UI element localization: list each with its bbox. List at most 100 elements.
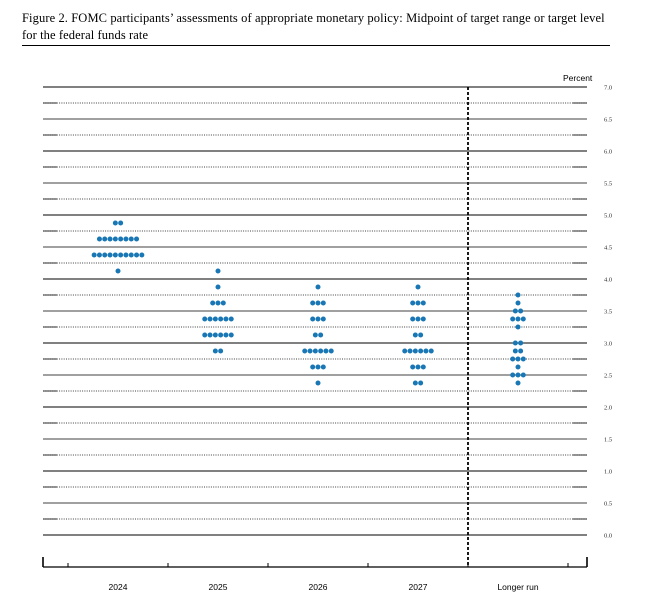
projection-dot [223, 316, 229, 322]
projection-dot [128, 236, 134, 242]
projection-dot [515, 356, 521, 362]
projection-dot [310, 364, 316, 370]
projection-dot [323, 348, 329, 354]
projection-dot [312, 332, 318, 338]
y-tick-label: 0.0 [604, 533, 612, 540]
figure-title: Figure 2. FOMC participants’ assessments… [22, 11, 605, 42]
projection-dot [218, 316, 224, 322]
projection-dot [520, 356, 526, 362]
projection-dot [518, 340, 524, 346]
x-tick-label: 2026 [309, 582, 328, 592]
projection-dot [518, 308, 524, 314]
projection-dot [518, 348, 524, 354]
tick-labels: 0.0 0.5 1.0 1.5 2.0 2.5 3.0 3.5 4.0 4.5 5.0 5.5 6.0 6… [109, 85, 613, 593]
projection-dot [320, 300, 326, 306]
projection-dot [215, 300, 221, 306]
projection-dot [215, 284, 221, 290]
projection-dot [220, 300, 226, 306]
projection-dot [310, 300, 316, 306]
projection-dot [312, 348, 318, 354]
projection-dot [123, 236, 129, 242]
projection-dot [212, 332, 218, 338]
projection-dot [118, 236, 124, 242]
projection-dot [228, 316, 234, 322]
projection-dot [102, 252, 108, 258]
dots [91, 220, 526, 386]
projection-dot [302, 348, 308, 354]
projection-dot [139, 252, 145, 258]
projection-dot [207, 332, 213, 338]
projection-dot [420, 364, 426, 370]
projection-dot [210, 300, 216, 306]
projection-dot [512, 308, 518, 314]
projection-dot [410, 316, 416, 322]
projection-dot [420, 300, 426, 306]
projection-dot [310, 316, 316, 322]
x-tick-label: Longer run [497, 582, 538, 592]
projection-dot [218, 332, 224, 338]
projection-dot [102, 236, 108, 242]
projection-dot [202, 316, 208, 322]
x-axis [42, 557, 588, 568]
projection-dot [410, 364, 416, 370]
projection-dot [134, 252, 140, 258]
projection-dot [415, 284, 421, 290]
projection-dot [407, 348, 413, 354]
projection-dot [515, 316, 521, 322]
projection-dot [515, 372, 521, 378]
y-tick-label: 2.0 [604, 405, 612, 412]
projection-dot [423, 348, 429, 354]
projection-dot [315, 284, 321, 290]
x-tick-label: 2027 [409, 582, 428, 592]
projection-dot [418, 348, 424, 354]
projection-dot [91, 252, 97, 258]
projection-dot [515, 324, 521, 330]
projection-dot [510, 372, 516, 378]
projection-dot [107, 236, 113, 242]
projection-dot [415, 364, 421, 370]
projection-dot [412, 380, 418, 386]
projection-dot [112, 236, 118, 242]
title-rule [22, 45, 610, 46]
y-tick-label: 1.0 [604, 469, 612, 476]
projection-dot [520, 372, 526, 378]
projection-dot [415, 316, 421, 322]
y-axis-unit-label: Percent [563, 73, 593, 83]
projection-dot [402, 348, 408, 354]
projection-dot [328, 348, 334, 354]
projection-dot [315, 316, 321, 322]
projection-dot [307, 348, 313, 354]
y-tick-label: 6.5 [604, 117, 612, 124]
projection-dot [510, 316, 516, 322]
projection-dot [112, 220, 118, 226]
projection-dot [320, 316, 326, 322]
projection-dot [318, 332, 324, 338]
y-tick-label: 2.5 [604, 373, 612, 380]
projection-dot [320, 364, 326, 370]
projection-dot [510, 356, 516, 362]
y-tick-label: 3.0 [604, 341, 612, 348]
projection-dot [515, 300, 521, 306]
projection-dot [118, 220, 124, 226]
projection-dot [515, 292, 521, 298]
projection-dot [418, 332, 424, 338]
projection-dot [107, 252, 113, 258]
projection-dot [223, 332, 229, 338]
projection-dot [315, 364, 321, 370]
projection-dot [410, 300, 416, 306]
x-tick-label: 2024 [109, 582, 128, 592]
y-tick-label: 6.0 [604, 149, 612, 156]
y-tick-label: 3.5 [604, 309, 612, 316]
x-tick-label: 2025 [209, 582, 228, 592]
projection-dot [112, 252, 118, 258]
y-tick-label: 5.5 [604, 181, 612, 188]
projection-dot [428, 348, 434, 354]
projection-dot [420, 316, 426, 322]
projection-dot [515, 364, 521, 370]
projection-dot [215, 268, 221, 274]
projection-dot [412, 332, 418, 338]
projection-dot [115, 268, 121, 274]
projection-dot [415, 300, 421, 306]
projection-dot [123, 252, 129, 258]
y-tick-label: 5.0 [604, 213, 612, 220]
